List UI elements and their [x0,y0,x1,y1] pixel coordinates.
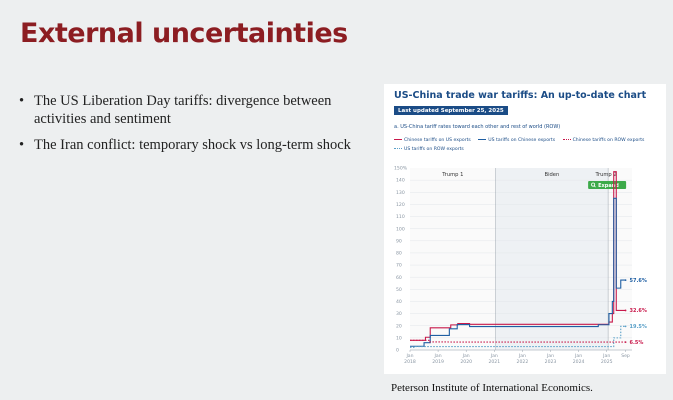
x-tick-label: Sep [621,353,630,359]
x-tick-label: Jan [434,353,442,359]
x-tick-label: Jan [546,353,554,359]
series-line [410,197,626,347]
x-tick-label: 2018 [404,359,416,365]
legend-swatch [394,148,402,149]
series-end-point [624,279,627,282]
chart-card: US-China trade war tariffs: An up-to-dat… [384,84,666,374]
series-end-point [624,325,627,328]
x-tick-label: 2024 [573,359,585,365]
bullet-list: The US Liberation Day tariffs: divergenc… [18,92,353,162]
tariff-line-chart: 0 10 20 30 40 50 60 70 80 90 100 110 120 130 140 150% Tr… [394,166,647,365]
x-tick-label: 2022 [517,359,529,365]
chart-legend: Chinese tariffs on US exports US tariffs… [394,136,662,154]
y-tick-label: 10 [396,335,402,341]
y-tick-label: 110 [396,214,405,220]
legend-item: Chinese tariffs on ROW exports [562,136,645,145]
period-label: Trump 1 [441,172,463,178]
bullet-item: The Iran conflict: temporary shock vs lo… [18,136,353,154]
x-tick-label: Jan [490,353,498,359]
updated-badge: Last updated September 25, 2025 [394,106,508,115]
series-line [410,339,626,343]
legend-label: US tariffs on Chinese exports [488,138,556,143]
data-label: 6.5% [630,340,644,346]
legend-label: US tariffs on ROW exports [404,147,464,152]
y-tick-label: 90 [396,238,402,244]
y-tick-label: 70 [396,263,402,269]
y-tick-label: 0 [396,348,399,354]
x-tick-label: 2021 [488,359,500,365]
x-tick-label: 2023 [545,359,557,365]
legend-swatch [562,139,571,140]
y-tick-label: 140 [396,178,405,184]
x-tick-label: Jan [462,353,470,359]
series-end-point [624,341,627,344]
data-label: 19.5% [630,324,647,330]
chart-title: US-China trade war tariffs: An up-to-dat… [394,90,647,101]
y-top-label: 150% [394,166,408,172]
legend-label: Chinese tariffs on US exports [404,138,471,143]
legend-item: Chinese tariffs on US exports [394,136,471,145]
x-tick-label: Jan [574,353,582,359]
expand-label[interactable]: Expand [598,183,619,189]
legend-swatch [478,139,487,140]
legend-item: US tariffs on Chinese exports [478,136,555,145]
period-band [410,168,496,350]
x-tick-label: Jan [602,353,610,359]
data-label: 57.6% [630,278,647,284]
bullet-item: The US Liberation Day tariffs: divergenc… [18,92,353,128]
y-tick-label: 60 [396,275,402,281]
period-band [495,168,609,350]
y-tick-label: 80 [396,251,402,257]
period-label: Trump 2 [595,172,617,178]
x-tick-label: Jan [518,353,526,359]
slide-title: External uncertainties [20,18,348,49]
x-tick-label: Jan [405,353,413,359]
legend-swatch [394,139,402,140]
y-tick-label: 120 [396,202,405,208]
y-tick-label: 30 [396,311,402,317]
series-end-point [624,309,627,312]
y-tick-label: 50 [396,287,402,293]
x-tick-label: 2019 [432,359,444,365]
search-icon[interactable] [591,182,596,188]
source-citation: Peterson Institute of International Econ… [391,382,593,394]
y-tick-label: 130 [396,190,405,196]
x-tick-label: 2020 [460,359,472,365]
y-tick-label: 20 [396,323,402,329]
x-tick-label: 2025 [601,359,613,365]
period-band [608,168,632,350]
data-label: 32.6% [630,308,647,314]
y-tick-label: 40 [396,299,402,305]
y-tick-label: 100 [396,226,405,232]
legend-item: US tariffs on ROW exports [394,145,464,154]
period-label: Biden [545,172,560,178]
chart-subtitle: a. US-China tariff rates toward each oth… [394,124,561,130]
legend-label: Chinese tariffs on ROW exports [572,138,645,143]
